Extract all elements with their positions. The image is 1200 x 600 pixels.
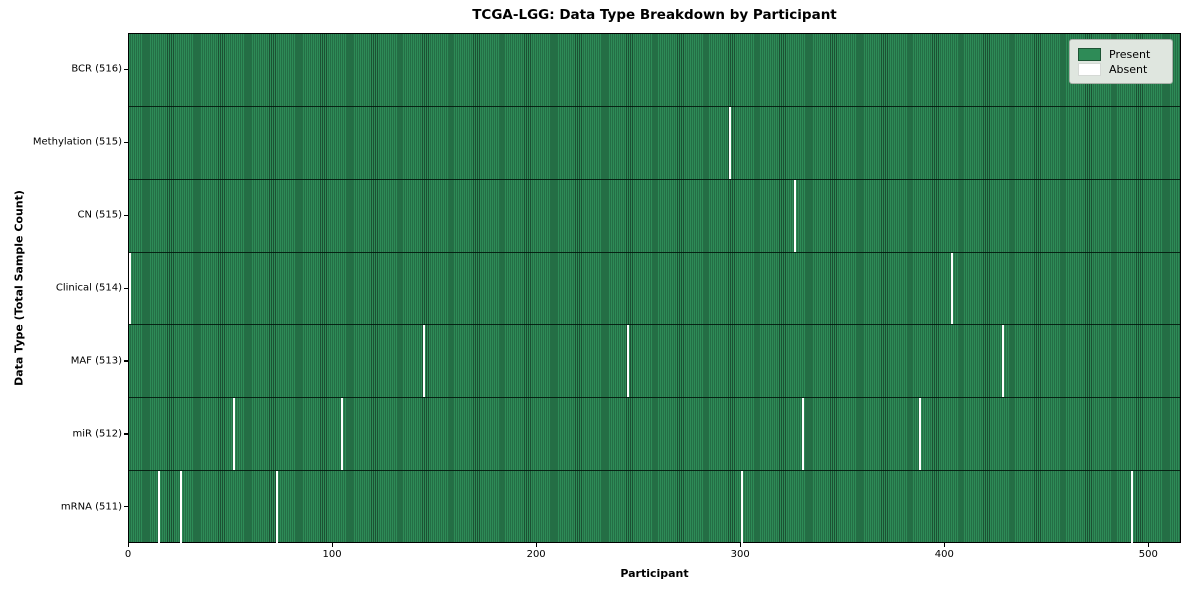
absent-marker-maf-244 — [626, 325, 629, 398]
y-axis-label: Data Type (Total Sample Count) — [12, 190, 26, 386]
x-tick — [943, 543, 946, 547]
y-tick-label-mir: miR (512) — [72, 428, 122, 440]
y-tick-label-clinical: Clinical (514) — [55, 282, 122, 294]
absent-marker-mrna-14 — [157, 471, 160, 544]
absent-marker-maf-428 — [1002, 325, 1005, 398]
x-tick — [739, 543, 741, 547]
x-tick — [1147, 543, 1150, 547]
absent-marker-mrna-491 — [1130, 471, 1133, 544]
y-tick — [124, 141, 128, 144]
legend: Present Absent — [1069, 39, 1173, 84]
absent-marker-mrna-25 — [180, 471, 183, 544]
y-tick — [124, 506, 128, 508]
x-tick — [331, 543, 333, 547]
row-maf — [129, 325, 1180, 399]
x-tick-label-400: 400 — [934, 549, 954, 560]
x-tick — [127, 543, 129, 547]
absent-marker-cn-326 — [794, 179, 797, 252]
absent-marker-mir-330 — [802, 398, 805, 471]
y-tick — [124, 287, 128, 289]
legend-absent-label: Absent — [1109, 63, 1148, 76]
y-tick-label-methylation: Methylation (515) — [32, 136, 122, 148]
absent-marker-mrna-300 — [741, 471, 744, 544]
x-tick — [535, 543, 537, 547]
y-tick-label-cn: CN (515) — [77, 209, 122, 221]
absent-marker-mir-104 — [341, 398, 344, 471]
y-tick — [124, 360, 128, 362]
legend-present-label: Present — [1109, 48, 1151, 61]
present-swatch-icon — [1078, 48, 1101, 61]
plot-area: Present Absent — [128, 33, 1181, 544]
x-axis-label: Participant — [620, 567, 689, 580]
chart-title: TCGA-LGG: Data Type Breakdown by Partici… — [472, 7, 837, 23]
x-tick-label-200: 200 — [526, 549, 546, 560]
absent-marker-clinical-403 — [951, 252, 954, 325]
y-tick-label-maf: MAF (513) — [70, 355, 122, 367]
row-cn — [129, 179, 1180, 253]
row-bcr — [129, 34, 1180, 107]
x-tick-label-100: 100 — [322, 549, 342, 560]
x-tick-label-300: 300 — [730, 549, 750, 560]
legend-item-absent: Absent — [1078, 63, 1164, 76]
row-mir — [129, 398, 1180, 472]
x-tick-label-0: 0 — [124, 549, 132, 560]
legend-item-present: Present — [1078, 48, 1164, 61]
y-tick — [124, 68, 128, 71]
y-tick-label-bcr: BCR (516) — [71, 63, 122, 75]
absent-marker-clinical-0 — [129, 252, 132, 325]
absent-marker-mir-51 — [233, 398, 236, 471]
row-methylation — [129, 106, 1180, 180]
absent-marker-mir-387 — [918, 398, 921, 471]
x-tick-label-500: 500 — [1138, 549, 1158, 560]
row-mrna — [129, 471, 1180, 544]
y-tick — [124, 433, 128, 435]
absent-marker-methylation-294 — [728, 106, 731, 179]
absent-swatch-icon — [1078, 63, 1101, 76]
y-tick-label-mrna: mRNA (511) — [60, 501, 122, 513]
absent-marker-maf-144 — [422, 325, 425, 398]
absent-marker-mrna-72 — [275, 471, 278, 544]
y-tick — [124, 214, 128, 216]
row-clinical — [129, 252, 1180, 326]
